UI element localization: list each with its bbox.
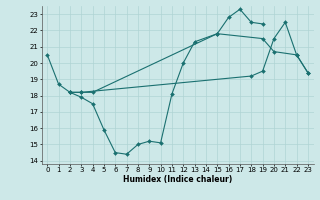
X-axis label: Humidex (Indice chaleur): Humidex (Indice chaleur): [123, 175, 232, 184]
